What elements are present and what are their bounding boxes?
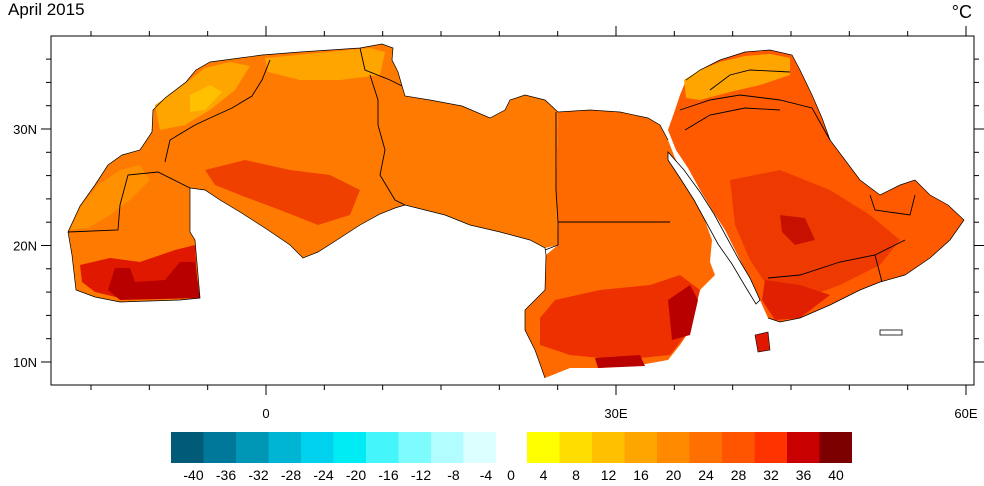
colorbar-label: -24 — [313, 467, 333, 483]
cool-tunisia-coast — [265, 48, 385, 80]
border-tunisia — [359, 47, 403, 87]
colorbar-label: -4 — [480, 467, 493, 483]
colorbar-swatch-cold — [268, 432, 301, 463]
units-text: °C — [951, 2, 972, 22]
hotspot-algeria — [205, 160, 360, 225]
map-title: April 2015 — [8, 0, 85, 19]
colorbar-swatch-warm — [722, 432, 755, 463]
colorbar-swatch-cold — [431, 432, 464, 463]
colorbar-swatch-warm — [559, 432, 592, 463]
colorbar-label: 32 — [763, 467, 779, 483]
border-saudi-north — [679, 94, 831, 141]
lat-tick-label: 20N — [13, 239, 37, 254]
colorbar-swatch-cold — [463, 432, 496, 463]
colorbar-swatch-warm — [689, 432, 722, 463]
lon-tick-label: 30E — [604, 406, 627, 421]
cool-atlantic-coast — [70, 165, 150, 230]
hotspot-sudan-south — [595, 355, 645, 368]
colorbar-label: -36 — [216, 467, 236, 483]
lat-tick-label: 30N — [13, 122, 37, 137]
coastline-mauritania — [67, 188, 201, 303]
colorbar-label: 28 — [731, 467, 747, 483]
hotspot-mauritania-core — [108, 262, 200, 300]
border-sudan-west — [544, 222, 559, 251]
map-frame — [50, 35, 975, 386]
coastline-sahara-south — [189, 187, 547, 379]
coastline — [67, 43, 965, 379]
cool-levant — [684, 54, 790, 100]
hot-spots — [80, 160, 900, 368]
border-iraq — [709, 69, 791, 91]
colorbar-swatch-warm — [754, 432, 787, 463]
hotspot-arabia-core — [780, 215, 815, 245]
coastline-arabia — [685, 49, 965, 323]
colorbar-swatch-warm — [527, 432, 560, 463]
colorbar-swatch-cold — [171, 432, 204, 463]
colorbar-label: 16 — [633, 467, 649, 483]
border-libya-egypt — [555, 112, 559, 223]
colorbar-label: -8 — [447, 467, 460, 483]
colorbar-swatch-warm — [624, 432, 657, 463]
lat-tick-label: 10N — [13, 355, 37, 370]
lon-tick-marks — [90, 26, 967, 395]
colorbar-label: 36 — [796, 467, 812, 483]
border-morocco-algeria — [164, 59, 271, 163]
lat-tick-marks — [41, 58, 984, 363]
colorbar-swatch-warm — [592, 432, 625, 463]
colorbar-label: -28 — [281, 467, 301, 483]
lon-tick-labels: 0 30E 60E — [262, 406, 978, 421]
colorbar-swatch-cold — [398, 432, 431, 463]
units-label: °C — [952, 2, 972, 23]
border-saudi-jordan — [684, 107, 781, 131]
colorbar-label: 8 — [572, 467, 580, 483]
island-djibouti — [754, 331, 771, 353]
colorbar-label: 20 — [666, 467, 682, 483]
colorbar-swatch-cold — [333, 432, 366, 463]
border-algeria-libya — [369, 74, 406, 206]
colorbar-swatch-warm — [787, 432, 820, 463]
colorbar-label: 12 — [601, 467, 617, 483]
lon-tick-label: 60E — [954, 406, 977, 421]
colorbar-swatch-warm — [657, 432, 690, 463]
hotspot-yemen — [762, 280, 830, 320]
colorbar-label: -12 — [411, 467, 431, 483]
colorbar-label: 4 — [540, 467, 548, 483]
coastline-maghreb — [67, 43, 669, 233]
island-socotra — [879, 329, 903, 336]
hotspot-sudan — [540, 275, 700, 360]
border-saudi-yemen — [767, 239, 906, 279]
colorbar-swatch-cold — [366, 432, 399, 463]
colorbar-swatch-cold — [301, 432, 334, 463]
colorbar-label-zero: 0 — [507, 467, 515, 483]
colorbar-label: -20 — [346, 467, 366, 483]
colorbar-label: 40 — [828, 467, 844, 483]
border-western-sahara — [67, 171, 191, 233]
border-saudi-east — [869, 194, 916, 216]
islands — [754, 329, 903, 353]
colorbar: -40 -36 -32 -28 -24 -20 -16 -12 -8 -4 0 4 8 12 16 20 24 2… — [171, 432, 852, 483]
red-sea — [667, 150, 761, 305]
colorbar-label: -32 — [248, 467, 268, 483]
lat-tick-labels: 30N 20N 10N — [13, 122, 37, 370]
border-oman — [874, 254, 883, 283]
colorbar-swatch-cold — [236, 432, 269, 463]
lon-tick-label: 0 — [262, 406, 269, 421]
cool-regions — [70, 48, 790, 230]
colorbar-label: -16 — [378, 467, 398, 483]
cool-atlas-core — [190, 85, 222, 112]
hotspot-arabia — [730, 170, 900, 300]
hotspot-sudan-core — [668, 285, 698, 340]
colorbar-swatch-warm — [819, 432, 852, 463]
country-borders — [67, 47, 916, 283]
colorbar-label: -40 — [183, 467, 203, 483]
colorbar-swatch-cold — [203, 432, 236, 463]
colorbar-label: 24 — [698, 467, 714, 483]
